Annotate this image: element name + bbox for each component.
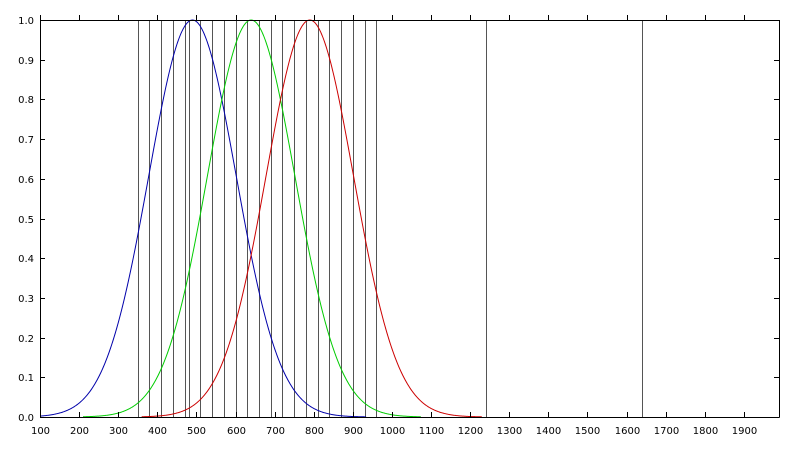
- x-tick-label: 1400: [536, 426, 561, 437]
- x-tick-label: 400: [148, 426, 167, 437]
- x-tick-label: 1800: [693, 426, 718, 437]
- x-tick-label: 1700: [654, 426, 679, 437]
- y-tick-label: 0.1: [18, 373, 34, 384]
- x-tick-label: 900: [344, 426, 363, 437]
- y-tick-label: 0.0: [18, 413, 34, 424]
- x-tick-label: 1200: [458, 426, 483, 437]
- y-tick-label: 0.4: [18, 254, 34, 265]
- axes: [40, 20, 780, 418]
- y-tick-label: 0.9: [18, 56, 34, 67]
- y-tick-label: 0.8: [18, 95, 34, 106]
- y-tick-label: 0.3: [18, 294, 34, 305]
- x-tick-label: 600: [227, 426, 246, 437]
- x-tick-label: 1600: [615, 426, 640, 437]
- x-tick-label: 500: [187, 426, 206, 437]
- x-tick-label: 800: [305, 426, 324, 437]
- x-tick-label: 700: [266, 426, 285, 437]
- x-tick-label: 300: [109, 426, 128, 437]
- vertical-lines: [138, 20, 643, 417]
- x-tick-label: 1000: [380, 426, 405, 437]
- series-line: [141, 19, 482, 418]
- y-ticks: 0.0 0.1 0.2 0.3 0.4 0.5 0.6 0.7 0.8 0.9 1.0: [18, 16, 779, 424]
- x-ticks: 100 200 300 400 500 600 700 800 900 1000 1100 1200 1…: [31, 15, 757, 437]
- x-tick-label: 1100: [419, 426, 444, 437]
- x-tick-label: 200: [70, 426, 89, 437]
- y-tick-label: 0.2: [18, 334, 34, 345]
- y-tick-label: 0.5: [18, 215, 34, 226]
- x-tick-label: 1500: [575, 426, 600, 437]
- series-lines: [39, 19, 482, 418]
- series-line: [39, 19, 367, 418]
- y-tick-label: 0.7: [18, 135, 34, 146]
- x-tick-label: 100: [31, 426, 50, 437]
- series-line: [82, 19, 421, 418]
- x-tick-label: 1900: [732, 426, 757, 437]
- y-tick-label: 0.6: [18, 175, 34, 186]
- y-tick-label: 1.0: [18, 16, 34, 27]
- x-tick-label: 1300: [497, 426, 522, 437]
